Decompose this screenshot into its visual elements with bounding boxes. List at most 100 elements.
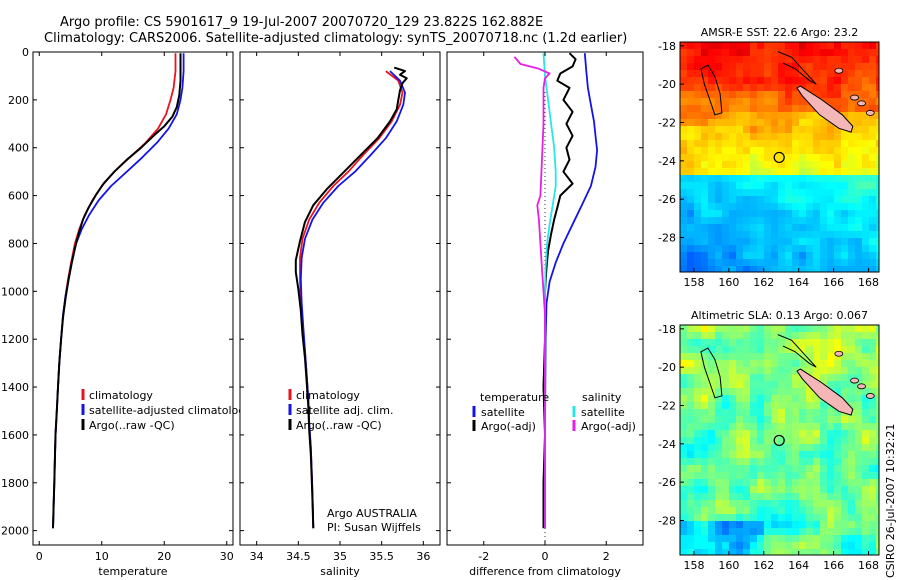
map-cell — [757, 91, 765, 99]
map-cell — [778, 479, 786, 487]
map-cell — [680, 266, 688, 273]
map-cell — [687, 210, 695, 218]
map-cell — [687, 423, 695, 431]
map-cell — [827, 259, 835, 267]
map-cell — [869, 245, 877, 253]
map-cell — [841, 479, 849, 487]
map-cell — [708, 360, 716, 368]
map-cell — [834, 360, 842, 368]
map-cell — [855, 367, 863, 375]
map-cell — [785, 514, 793, 522]
map-cell — [743, 154, 751, 162]
map-cell — [743, 245, 751, 253]
credit-label: CSIRO 26-Jul-2007 10:32:21 — [884, 424, 897, 578]
map-cell — [869, 430, 877, 438]
map-cell — [848, 203, 856, 211]
map-cell — [820, 346, 828, 354]
map-cell — [715, 507, 723, 515]
map-cell — [785, 70, 793, 78]
map-cell — [785, 444, 793, 452]
map-cell — [792, 245, 800, 253]
map-cell — [820, 430, 828, 438]
map-cell — [792, 458, 800, 466]
map-cell — [743, 353, 751, 361]
map-cell — [694, 479, 702, 487]
map-cell — [750, 360, 758, 368]
map-cell — [855, 360, 863, 368]
map-cell — [694, 119, 702, 127]
map-cell — [757, 514, 765, 522]
map-cell — [680, 77, 688, 85]
map-cell — [743, 542, 751, 550]
map-cell — [708, 245, 716, 253]
map-cell — [806, 252, 814, 260]
map-cell — [827, 549, 835, 556]
reef-chesterfield-outline — [700, 347, 723, 399]
map-cell — [792, 339, 800, 347]
map-cell — [687, 126, 695, 134]
map-cell — [834, 231, 842, 239]
map-cell — [750, 479, 758, 487]
map-cell — [827, 500, 835, 508]
map-cell — [715, 77, 723, 85]
map-cell — [869, 542, 877, 550]
map-cell — [799, 140, 807, 148]
map-cell — [757, 381, 765, 389]
map-cell — [848, 182, 856, 190]
map-cell — [820, 84, 828, 92]
map-cell — [806, 49, 814, 57]
map-cell — [743, 325, 751, 333]
map-cell — [813, 266, 821, 273]
map-cell — [841, 507, 849, 515]
map-cell — [764, 56, 772, 64]
map-cell — [862, 140, 870, 148]
map-cell — [764, 486, 772, 494]
map-cell — [715, 360, 723, 368]
map-cell — [848, 105, 856, 113]
map-cell — [792, 140, 800, 148]
map-cell — [687, 238, 695, 246]
map-cell — [729, 231, 737, 239]
map-cell — [820, 161, 828, 169]
map-cell — [799, 465, 807, 473]
map-cell — [736, 154, 744, 162]
map-cell — [736, 245, 744, 253]
map-cell — [876, 119, 880, 127]
map-cell — [701, 451, 709, 459]
map-cell — [778, 444, 786, 452]
map-cell — [778, 63, 786, 71]
map-cell — [848, 346, 856, 354]
map-cell — [708, 217, 716, 225]
map-cell — [778, 147, 786, 155]
map-cell — [729, 210, 737, 218]
map-cell — [736, 430, 744, 438]
map-cell — [792, 224, 800, 232]
map-cell — [834, 486, 842, 494]
map-cell — [722, 266, 730, 273]
map-cell — [715, 542, 723, 550]
map-cell — [694, 210, 702, 218]
y-tick-label: 800 — [8, 237, 29, 250]
map-cell — [785, 409, 793, 417]
map-cell — [715, 91, 723, 99]
map-cell — [771, 367, 779, 375]
map-cell — [862, 402, 870, 410]
map-cell — [834, 542, 842, 550]
map-cell — [834, 332, 842, 340]
map-cell — [869, 500, 877, 508]
map-cell — [764, 388, 772, 396]
map-cell — [820, 217, 828, 225]
map-cell — [736, 56, 744, 64]
map-cell — [736, 196, 744, 204]
map-cell — [785, 98, 793, 106]
map-cell — [694, 444, 702, 452]
map-cell — [806, 70, 814, 78]
map-cell — [757, 252, 765, 260]
map-cell — [827, 521, 835, 529]
map-cell — [820, 409, 828, 417]
map-cell — [813, 70, 821, 78]
map-cell — [869, 70, 877, 78]
map-cell — [750, 154, 758, 162]
map-cell — [785, 339, 793, 347]
map-cell — [848, 133, 856, 141]
